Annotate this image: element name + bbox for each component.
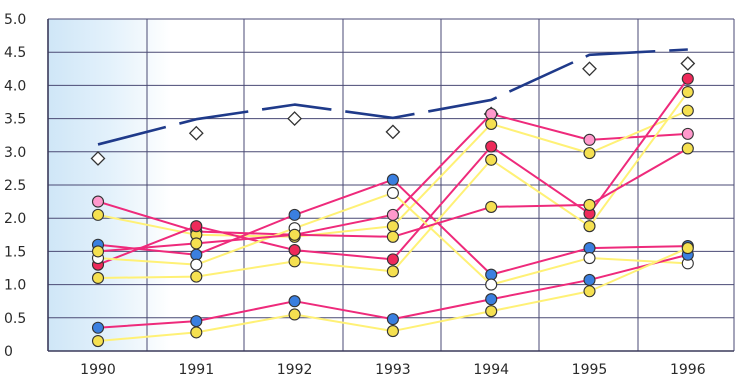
- data-point: [288, 308, 301, 321]
- data-point: [583, 133, 596, 146]
- y-tick-label: 3.0: [4, 145, 26, 161]
- y-tick-label: 0.5: [4, 311, 26, 327]
- data-point: [485, 140, 498, 153]
- data-point: [91, 334, 105, 348]
- data-point: [386, 265, 399, 278]
- data-point: [91, 245, 105, 258]
- data-point: [485, 200, 498, 213]
- data-point: [386, 173, 399, 186]
- y-tick-label: 4.0: [4, 78, 26, 94]
- y-tick-label: 2.5: [4, 178, 26, 194]
- x-tick-label: 1994: [473, 362, 509, 378]
- data-point: [681, 72, 694, 85]
- y-tick-label: 3.5: [4, 112, 26, 128]
- data-point: [583, 242, 596, 255]
- data-point: [485, 293, 498, 306]
- data-point: [583, 251, 596, 265]
- data-point: [583, 285, 596, 298]
- data-point: [91, 321, 105, 334]
- y-tick-label: 1.0: [4, 278, 26, 294]
- x-tick-label: 1995: [572, 362, 608, 378]
- data-point: [190, 315, 203, 328]
- data-point: [485, 305, 498, 318]
- data-point-diamond: [188, 125, 204, 141]
- data-point: [681, 104, 694, 117]
- data-point: [190, 220, 203, 233]
- data-point: [91, 208, 105, 221]
- data-point: [583, 220, 596, 233]
- y-tick-label: 2.0: [4, 211, 26, 227]
- data-point: [485, 117, 498, 130]
- data-point: [190, 258, 203, 271]
- data-point: [485, 268, 498, 281]
- data-point: [485, 278, 498, 291]
- data-point: [190, 270, 203, 283]
- data-point: [190, 326, 203, 339]
- data-point: [485, 107, 498, 121]
- data-point: [386, 253, 399, 266]
- data-point: [583, 198, 596, 211]
- x-tick-label: 1990: [80, 362, 116, 378]
- data-point-diamond: [680, 56, 696, 71]
- x-tick-label: 1996: [670, 362, 706, 378]
- data-point: [583, 273, 596, 287]
- y-tick-label: 5.0: [4, 12, 26, 28]
- y-tick-label: 0: [4, 344, 13, 360]
- data-point-diamond: [582, 61, 597, 77]
- data-point: [386, 220, 399, 233]
- axes: 0 0.5 1.0 1.5 2.0 2.5 3.0 3.5 4.0 4.5 5.0 1990 1991 1…: [4, 12, 734, 378]
- data-point: [386, 230, 399, 243]
- series-line: [97, 48, 688, 146]
- x-tick-label: 1993: [375, 362, 411, 378]
- data-point: [681, 127, 694, 140]
- data-point: [386, 313, 399, 326]
- data-point-diamond: [287, 111, 303, 127]
- data-point: [91, 195, 105, 208]
- data-point: [386, 325, 399, 338]
- data-point: [485, 153, 498, 166]
- data-point: [190, 248, 203, 261]
- data-point: [190, 237, 203, 250]
- data-point: [681, 142, 694, 155]
- x-tick-label: 1991: [178, 362, 214, 378]
- data-point: [681, 242, 694, 255]
- series-markers: [90, 56, 696, 348]
- data-point: [288, 208, 301, 221]
- data-point: [91, 271, 105, 285]
- data-point-diamond: [90, 151, 106, 166]
- y-tick-label: 4.5: [4, 45, 26, 61]
- data-point: [288, 295, 301, 308]
- data-point: [583, 147, 596, 160]
- data-point-diamond: [385, 124, 401, 140]
- data-point: [288, 228, 301, 241]
- x-tick-label: 1992: [277, 362, 313, 378]
- series-layer: [90, 48, 696, 348]
- data-point: [288, 255, 301, 268]
- data-point: [386, 208, 399, 221]
- data-point: [681, 85, 694, 99]
- y-tick-label: 1.5: [4, 244, 26, 260]
- data-point: [288, 244, 301, 257]
- data-point: [386, 186, 399, 200]
